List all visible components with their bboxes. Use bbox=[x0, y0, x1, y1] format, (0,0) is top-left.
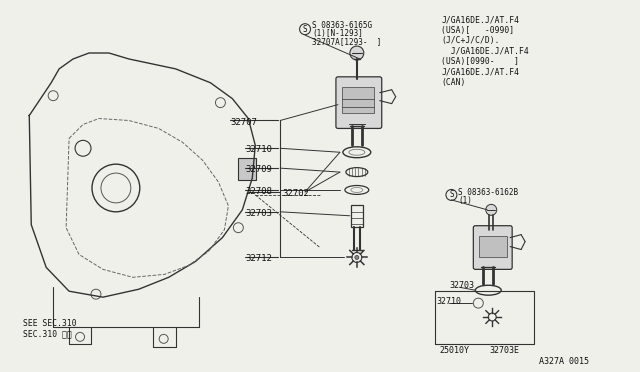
Text: S 08363-6162B: S 08363-6162B bbox=[458, 188, 518, 197]
Text: 32709: 32709 bbox=[245, 165, 272, 174]
FancyBboxPatch shape bbox=[474, 226, 512, 269]
Text: (1): (1) bbox=[458, 196, 472, 205]
Bar bbox=[351, 205, 363, 227]
Text: S: S bbox=[303, 25, 307, 34]
Text: 32712: 32712 bbox=[245, 254, 272, 263]
Text: 25010Y: 25010Y bbox=[440, 346, 470, 355]
Text: 32703: 32703 bbox=[245, 209, 272, 218]
Text: 32708: 32708 bbox=[245, 187, 272, 196]
Bar bbox=[342, 87, 374, 113]
Text: (1)[N-1293]: (1)[N-1293] bbox=[312, 29, 363, 38]
Bar bbox=[479, 235, 507, 257]
Text: SEE SEC.310
SEC.310 参組: SEE SEC.310 SEC.310 参組 bbox=[23, 319, 77, 339]
Circle shape bbox=[350, 46, 364, 60]
Circle shape bbox=[486, 204, 497, 215]
Circle shape bbox=[355, 256, 359, 259]
Text: 32703: 32703 bbox=[449, 281, 474, 290]
Bar bbox=[238, 158, 256, 180]
Text: 32702: 32702 bbox=[282, 189, 309, 198]
Text: 32703E: 32703E bbox=[489, 346, 519, 355]
Text: 32707A[1293-  ]: 32707A[1293- ] bbox=[312, 37, 381, 46]
Text: 32707: 32707 bbox=[230, 118, 257, 126]
Text: S: S bbox=[449, 190, 454, 199]
Text: A327A 0015: A327A 0015 bbox=[539, 357, 589, 366]
Text: 32710: 32710 bbox=[245, 145, 272, 154]
Text: 32710: 32710 bbox=[436, 297, 461, 306]
FancyBboxPatch shape bbox=[336, 77, 381, 128]
Text: S 08363-6165G: S 08363-6165G bbox=[312, 21, 372, 30]
Text: J/GA16DE.J/AT.F4
(USA)[   -0990]
(J/C+J/C/D).
  J/GA16DE.J/AT.F4
(USA)[0990-    : J/GA16DE.J/AT.F4 (USA)[ -0990] (J/C+J/C/… bbox=[442, 15, 529, 87]
